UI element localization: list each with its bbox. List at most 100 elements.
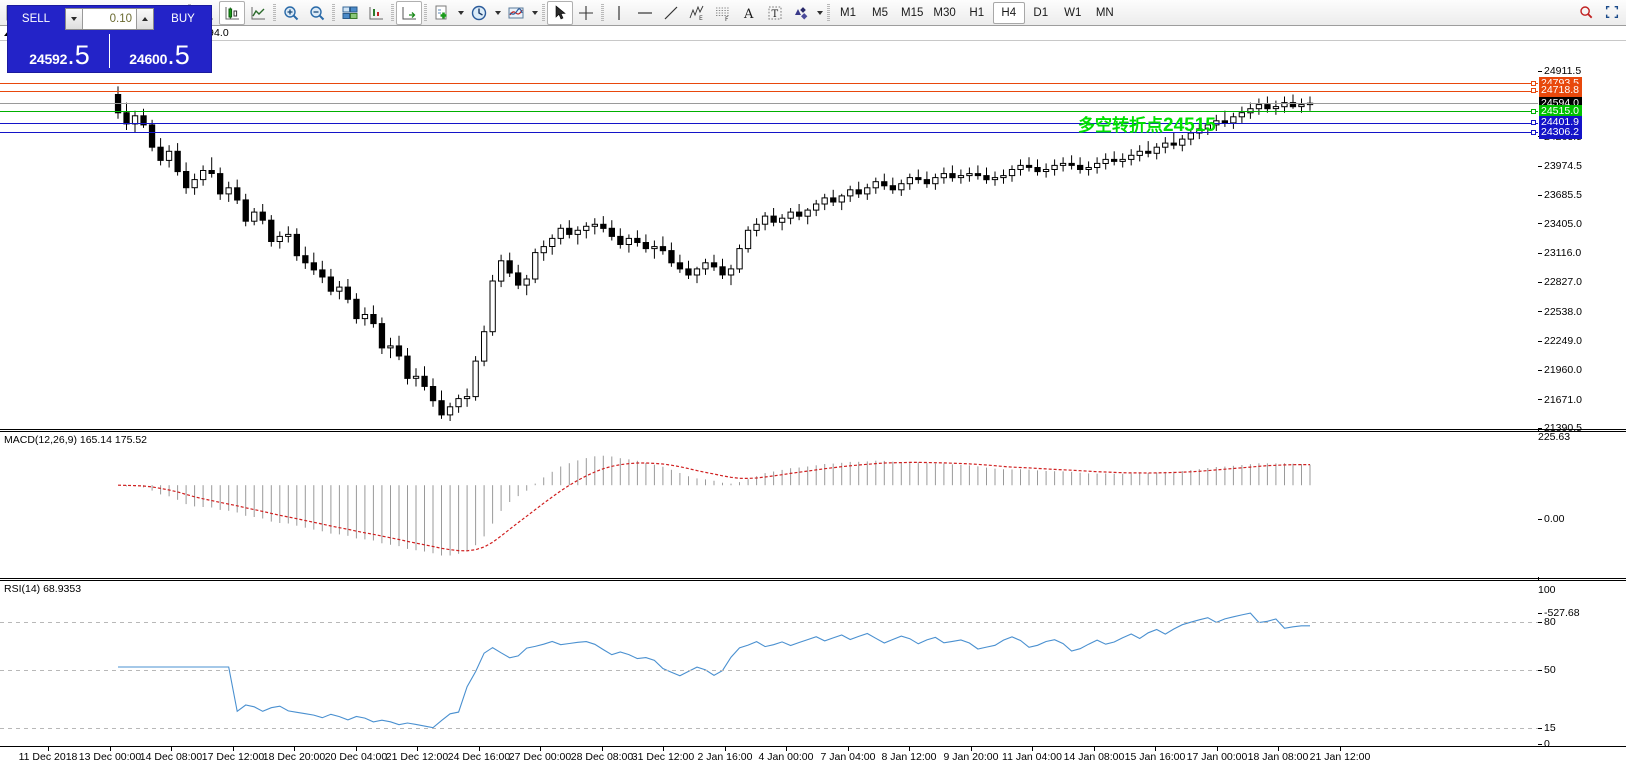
- sell-button-label[interactable]: SELL: [10, 8, 62, 30]
- indicators-dropdown-icon[interactable]: [529, 1, 540, 25]
- buy-button-label[interactable]: BUY: [157, 8, 209, 30]
- volume-increment-button[interactable]: [136, 9, 153, 29]
- indicator-tick: 15: [1538, 723, 1556, 733]
- timeframe-h1[interactable]: H1: [969, 6, 985, 19]
- time-tick: 21 Jan 12:00: [1309, 751, 1371, 763]
- indicator-tick: 100: [1538, 584, 1556, 596]
- time-gridline: [1340, 747, 1341, 751]
- zoom-in-icon[interactable]: [278, 1, 304, 25]
- period-dropdown-icon[interactable]: [492, 1, 503, 25]
- horizontal-line-icon[interactable]: [632, 1, 658, 25]
- text-label-icon[interactable]: T: [762, 1, 788, 25]
- price-level-line[interactable]: [0, 132, 1538, 134]
- sell-price-fraction: .5: [67, 40, 90, 71]
- search-icon[interactable]: [1574, 1, 1600, 25]
- price-label[interactable]: 24306.2: [1539, 125, 1582, 139]
- timeframe-mn[interactable]: MN: [1095, 6, 1114, 19]
- time-axis-line: [0, 746, 1626, 747]
- time-gridline: [909, 747, 910, 751]
- sell-price-button[interactable]: 24592 .5: [10, 32, 109, 70]
- time-tick: 31 Dec 12:00: [631, 751, 695, 763]
- time-gridline: [1094, 747, 1095, 751]
- shapes-icon[interactable]: [788, 1, 814, 25]
- data-window-icon[interactable]: [363, 1, 389, 25]
- timeframe-m15[interactable]: M15: [901, 6, 924, 19]
- price-level-line[interactable]: [0, 122, 1538, 124]
- timeframe-m5[interactable]: M5: [872, 6, 888, 19]
- price-level-line[interactable]: [0, 103, 1538, 105]
- autoscroll-icon[interactable]: [396, 0, 423, 25]
- time-gridline: [663, 747, 664, 751]
- price-level-handle[interactable]: [1531, 88, 1536, 93]
- pane-separator-macd[interactable]: [0, 429, 1626, 432]
- indicator-tick: 225.63: [1538, 431, 1571, 443]
- price-pane[interactable]: [0, 41, 1626, 428]
- price-level-line[interactable]: [0, 111, 1538, 113]
- period-icon[interactable]: [466, 1, 492, 25]
- time-gridline: [356, 747, 357, 751]
- time-scale[interactable]: 11 Dec 2018 13 Dec 00:00 14 Dec 08:00 17 De…: [0, 747, 1626, 774]
- pane-separator-rsi[interactable]: [0, 578, 1626, 581]
- time-gridline: [171, 747, 172, 751]
- macd-series: [117, 455, 1311, 556]
- text-icon[interactable]: A: [736, 1, 762, 25]
- time-tick: 17 Jan 00:00: [1186, 751, 1248, 763]
- price-level-handle[interactable]: [1531, 80, 1536, 86]
- cursor-icon[interactable]: [547, 0, 574, 25]
- chart-area[interactable]: 多空转折点24515 MACD(12,26,9) 165.14 175.52 R…: [0, 41, 1626, 774]
- indicators-icon[interactable]: [503, 1, 529, 25]
- crosshair-icon[interactable]: [573, 1, 599, 25]
- price-label[interactable]: 24718.8: [1539, 84, 1582, 97]
- price-tick: 22538.0: [1538, 306, 1582, 317]
- macd-pane[interactable]: [0, 432, 1626, 577]
- trendline-icon[interactable]: [658, 1, 684, 25]
- price-level-line[interactable]: [0, 83, 1538, 84]
- fullscreen-icon[interactable]: [1600, 1, 1626, 25]
- toolbar-separator-2: [271, 3, 278, 23]
- new-chart-icon[interactable]: [429, 1, 455, 25]
- time-tick: 4 Jan 00:00: [758, 751, 814, 763]
- elliott-wave-icon[interactable]: E: [684, 1, 710, 25]
- shapes-dropdown-icon[interactable]: [814, 1, 825, 25]
- time-gridline: [233, 747, 234, 751]
- timeframe-w1[interactable]: W1: [1064, 6, 1082, 19]
- price-level-handle[interactable]: [1531, 108, 1536, 114]
- line-chart-icon[interactable]: [245, 1, 271, 25]
- candlestick-chart-icon[interactable]: [219, 0, 246, 25]
- tile-windows-icon[interactable]: [337, 1, 363, 25]
- rsi-series: [118, 612, 1310, 729]
- oct-top-row: SELL 0.10 BUY: [8, 6, 211, 32]
- timeframe-h4[interactable]: H4: [992, 1, 1025, 24]
- time-gridline: [1155, 747, 1156, 751]
- time-gridline: [540, 747, 541, 751]
- zoom-out-icon[interactable]: [304, 1, 330, 25]
- volume-decrement-button[interactable]: [66, 9, 83, 29]
- symbol-info-bar: DJ30-,H4 24573.0 24600.0 24569.0 24594.0: [0, 26, 1626, 41]
- timeframe-m30[interactable]: M30: [933, 6, 956, 19]
- fibonacci-icon[interactable]: F: [710, 1, 736, 25]
- price-scale[interactable]: 24911.524263.523974.523685.523405.023116…: [1538, 41, 1626, 749]
- indicator-tick: -527.68: [1538, 608, 1580, 618]
- time-gridline: [479, 747, 480, 751]
- price-label[interactable]: 24515.0: [1539, 104, 1582, 118]
- time-gridline: [602, 747, 603, 751]
- vertical-line-icon[interactable]: [606, 1, 632, 25]
- volume-stepper[interactable]: 0.10: [65, 8, 154, 30]
- timeframe-m1[interactable]: M1: [840, 6, 856, 19]
- indicator-tick: 0.00: [1538, 514, 1564, 524]
- buy-price-button[interactable]: 24600 .5: [110, 32, 209, 70]
- volume-input[interactable]: 0.10: [83, 9, 136, 29]
- timeframe-d1[interactable]: D1: [1033, 6, 1049, 19]
- price-level-line[interactable]: [0, 90, 1538, 92]
- price-level-handle[interactable]: [1531, 129, 1536, 135]
- rsi-pane[interactable]: [0, 581, 1626, 746]
- time-gridline: [1278, 747, 1279, 751]
- toolbar-separator-6: [540, 3, 547, 23]
- price-level-handle[interactable]: [1531, 120, 1536, 126]
- new-chart-dropdown-icon[interactable]: [455, 1, 466, 25]
- chart-annotation[interactable]: 多空转折点24515: [1078, 111, 1216, 137]
- price-tick: 24911.5: [1538, 66, 1581, 76]
- one-click-trading-panel[interactable]: SELL 0.10 BUY 24592 .5 24600 .5: [7, 5, 212, 73]
- buy-price-fraction: .5: [167, 40, 190, 71]
